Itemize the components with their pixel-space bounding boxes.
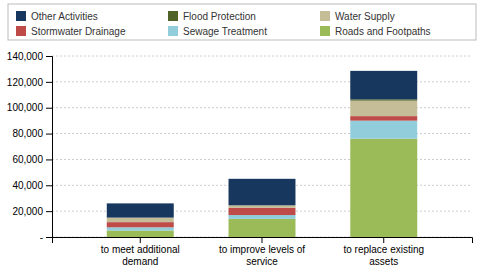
plot-area: - 20,000 40,000 60,000 80,000 100,000 120,000 1…	[7, 51, 473, 267]
legend-label: Water Supply	[335, 11, 395, 22]
series	[350, 99, 417, 100]
tick: to improve levels ofservice	[219, 237, 305, 267]
bar-segment	[229, 219, 296, 237]
series	[107, 121, 417, 231]
tick-mark	[46, 237, 52, 238]
bar-segment	[350, 99, 417, 100]
bar-segment	[229, 205, 296, 208]
bar-segment	[107, 203, 174, 217]
tick-label-line: to meet additional	[101, 244, 180, 255]
legend-swatch	[320, 11, 330, 21]
tick-label: to meet additionaldemand	[101, 244, 180, 267]
tick-label: 80,000	[12, 128, 43, 139]
tick: 60,000	[12, 154, 52, 165]
chart: - 20,000 40,000 60,000 80,000 100,000 120,000 1…	[0, 0, 484, 273]
tick-mark	[262, 237, 263, 243]
legend-swatch	[16, 11, 26, 21]
grid	[52, 56, 472, 237]
bar-segment	[107, 231, 174, 237]
tick: 80,000	[12, 128, 52, 139]
tick: to meet additionaldemand	[101, 237, 180, 267]
bar-segment	[350, 121, 417, 139]
tick-mark	[383, 237, 384, 243]
tick-label: 40,000	[12, 180, 43, 191]
tick-label: -	[40, 232, 43, 243]
bars	[107, 71, 417, 237]
legend-item: Roads and Footpaths	[320, 26, 431, 37]
tick-label: 20,000	[12, 206, 43, 217]
tick-label: 140,000	[7, 51, 44, 62]
bar-segment	[350, 116, 417, 121]
tick-mark	[46, 185, 52, 186]
series	[107, 116, 417, 227]
tick: 20,000	[12, 206, 52, 217]
bar-segment	[229, 179, 296, 206]
tick-mark	[46, 211, 52, 212]
tick-label-line: assets	[369, 256, 398, 267]
tick-label-line: to improve levels of	[219, 244, 305, 255]
tick-label: 60,000	[12, 154, 43, 165]
tick-label-line: demand	[122, 256, 158, 267]
tick: -	[40, 232, 52, 243]
legend-frame	[8, 4, 476, 40]
legend-item: Sewage Treatment	[168, 26, 267, 37]
legend-swatch	[168, 11, 178, 21]
tick: 120,000	[7, 77, 52, 88]
series	[107, 101, 417, 223]
legend-label: Other Activities	[31, 11, 98, 22]
tick-label: 100,000	[7, 102, 44, 113]
legend-swatch	[16, 26, 26, 36]
tick-mark	[140, 237, 141, 243]
tick-mark	[46, 56, 52, 57]
legend-item: Water Supply	[320, 11, 395, 22]
legend-label: Sewage Treatment	[183, 26, 267, 37]
bar-segment	[350, 101, 417, 117]
tick: 100,000	[7, 102, 52, 113]
legend-item: Stormwater Drainage	[16, 26, 126, 37]
tick-label-line: to replace existing	[343, 244, 424, 255]
tick: 40,000	[12, 180, 52, 191]
grid-line	[52, 56, 472, 57]
tick-mark	[46, 159, 52, 160]
series	[107, 71, 417, 218]
legend-item: Other Activities	[16, 11, 98, 22]
tick: to replace existingassets	[343, 237, 424, 267]
legend-label: Stormwater Drainage	[31, 26, 126, 37]
tick-mark	[46, 134, 52, 135]
bar-segment	[107, 218, 174, 223]
axis-line	[53, 238, 473, 244]
legend-label: Flood Protection	[183, 11, 256, 22]
legend-label: Roads and Footpaths	[335, 26, 431, 37]
bar-segment	[107, 222, 174, 227]
legend-swatch	[320, 26, 330, 36]
y-axis: - 20,000 40,000 60,000 80,000 100,000 120,000 1…	[7, 51, 53, 243]
tick-label: to replace existingassets	[343, 244, 424, 267]
tick-label: 120,000	[7, 77, 44, 88]
series	[107, 139, 417, 237]
legend-swatch	[168, 26, 178, 36]
bar-segment	[107, 227, 174, 230]
x-axis: to meet additionaldemand to improve level…	[53, 237, 473, 267]
tick-mark	[46, 108, 52, 109]
tick-label-line: service	[246, 256, 278, 267]
bar-segment	[229, 208, 296, 215]
bar-segment	[229, 215, 296, 219]
legend-item: Flood Protection	[168, 11, 256, 22]
axis-line	[46, 57, 53, 238]
tick-mark	[46, 82, 52, 83]
bar-segment	[350, 71, 417, 99]
tick: 140,000	[7, 51, 52, 62]
tick-label: to improve levels ofservice	[219, 244, 305, 267]
legend: Other Activities Flood Protection Water Su…	[8, 4, 476, 40]
bar-segment	[350, 139, 417, 237]
